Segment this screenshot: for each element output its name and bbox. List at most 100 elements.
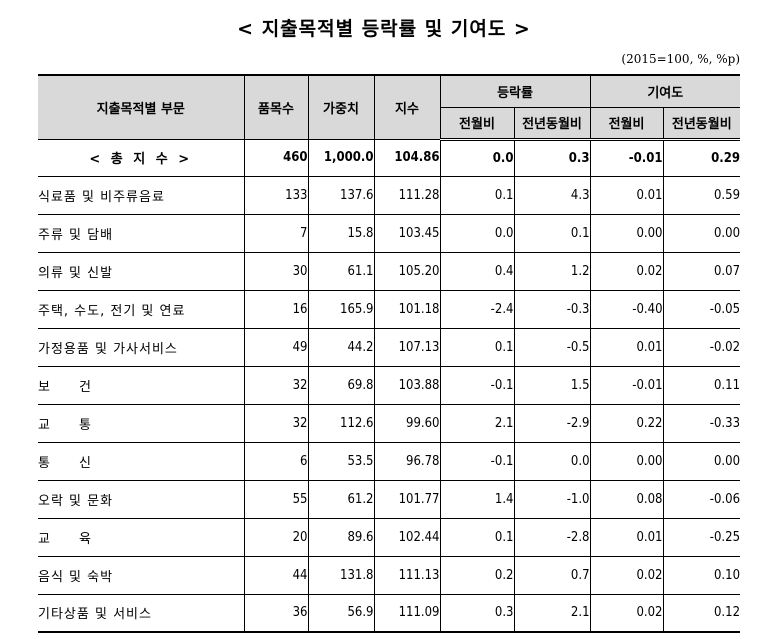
row-items: 55 [243, 479, 309, 519]
row-rate-mom: -0.1 [439, 365, 515, 405]
row-items: 16 [243, 289, 309, 329]
row-weight: 61.1 [307, 251, 375, 291]
row-rate-yoy: -2.9 [513, 403, 591, 443]
header-rate-mom: 전월비 [440, 106, 515, 141]
row-contrib-mom: 0.01 [589, 517, 664, 557]
row-items: 44 [243, 555, 309, 595]
row-index: 99.60 [373, 403, 441, 443]
row-index: 101.18 [373, 289, 441, 329]
table-row: 음식 및 숙박 44 131.8 111.13 0.2 0.7 0.02 0.1… [38, 555, 741, 595]
row-rate-yoy: 1.2 [513, 251, 591, 291]
row-label: 음식 및 숙박 [38, 555, 245, 595]
header-category: 지출목적별 부문 [38, 74, 245, 140]
row-rate-mom: 0.4 [439, 251, 515, 291]
row-weight: 15.8 [307, 213, 375, 253]
table-row: 가정용품 및 가사서비스 49 44.2 107.13 0.1 -0.5 0.0… [38, 327, 741, 367]
row-weight: 69.8 [307, 365, 375, 405]
unit-note: (2015=100, %, %p) [621, 52, 740, 66]
row-items: 32 [243, 365, 309, 405]
table-row: 주류 및 담배 7 15.8 103.45 0.0 0.1 0.00 0.00 [38, 213, 741, 253]
row-rate-yoy: 1.5 [513, 365, 591, 405]
row-index: 103.88 [373, 365, 441, 405]
table-row: 보 건 32 69.8 103.88 -0.1 1.5 -0.01 0.11 [38, 365, 741, 405]
total-label: < 총 지 수 > [38, 138, 245, 177]
row-contrib-yoy: 0.12 [662, 593, 741, 633]
row-weight: 89.6 [307, 517, 375, 557]
row-contrib-yoy: -0.02 [662, 327, 741, 367]
row-rate-yoy: -0.3 [513, 289, 591, 329]
row-contrib-mom: -0.40 [589, 289, 664, 329]
row-rate-yoy: 4.3 [513, 175, 591, 215]
header-contrib-mom: 전월비 [589, 106, 664, 141]
row-rate-yoy: -0.5 [513, 327, 591, 367]
row-items: 49 [243, 327, 309, 367]
row-index: 111.09 [373, 593, 441, 633]
row-items: 20 [243, 517, 309, 557]
row-contrib-yoy: 0.10 [662, 555, 741, 595]
header-row-top: 지출목적별 부문 품목수 가중치 지수 등락률 기여도 [38, 74, 741, 140]
row-weight: 56.9 [307, 593, 375, 633]
table-row: 주택, 수도, 전기 및 연료 16 165.9 101.18 -2.4 -0.… [38, 289, 741, 329]
row-weight: 165.9 [307, 289, 375, 329]
row-rate-mom: 0.1 [439, 517, 515, 557]
row-label: 의류 및 신발 [38, 251, 245, 291]
row-contrib-mom: 0.08 [589, 479, 664, 519]
table-row: 의류 및 신발 30 61.1 105.20 0.4 1.2 0.02 0.07 [38, 251, 741, 291]
row-label: 오락 및 문화 [38, 479, 245, 519]
row-index: 103.45 [373, 213, 441, 253]
row-contrib-mom: 0.00 [589, 213, 664, 253]
header-weight: 가중치 [307, 74, 375, 140]
row-label: 가정용품 및 가사서비스 [38, 327, 245, 367]
row-items: 30 [243, 251, 309, 291]
table-row: 식료품 및 비주류음료 133 137.6 111.28 0.1 4.3 0.0… [38, 175, 741, 215]
row-items: 6 [243, 441, 309, 481]
row-weight: 44.2 [307, 327, 375, 367]
total-weight: 1,000.0 [307, 138, 375, 177]
table-row: 교 통 32 112.6 99.60 2.1 -2.9 0.22 -0.33 [38, 403, 741, 443]
row-contrib-mom: 0.01 [589, 175, 664, 215]
row-contrib-yoy: 0.00 [662, 213, 741, 253]
header-contrib-yoy: 전년동월비 [662, 106, 741, 141]
row-items: 133 [243, 175, 309, 215]
row-label: 식료품 및 비주류음료 [38, 175, 245, 215]
row-contrib-mom: 0.02 [589, 555, 664, 595]
row-label: 교 통 [38, 403, 245, 443]
stats-table: 지출목적별 부문 품목수 가중치 지수 등락률 기여도 전월비 전년동월비 전월… [38, 74, 741, 633]
row-contrib-mom: 0.02 [589, 251, 664, 291]
row-index: 96.78 [373, 441, 441, 481]
row-contrib-yoy: -0.05 [662, 289, 741, 329]
row-index: 111.28 [373, 175, 441, 215]
header-row-sub: 전월비 전년동월비 전월비 전년동월비 [38, 106, 741, 141]
row-index: 101.77 [373, 479, 441, 519]
header-index: 지수 [373, 74, 441, 140]
table-row: 기타상품 및 서비스 36 56.9 111.09 0.3 2.1 0.02 0… [38, 593, 741, 633]
total-index: 104.86 [373, 138, 441, 177]
row-weight: 131.8 [307, 555, 375, 595]
row-index: 102.44 [373, 517, 441, 557]
row-weight: 53.5 [307, 441, 375, 481]
page-title: < 지출목적별 등락률 및 기여도 > [237, 18, 531, 40]
row-rate-mom: 0.0 [439, 213, 515, 253]
row-label: 주류 및 담배 [38, 213, 245, 253]
row-rate-yoy: -1.0 [513, 479, 591, 519]
row-contrib-yoy: -0.33 [662, 403, 741, 443]
row-contrib-mom: 0.02 [589, 593, 664, 633]
row-contrib-mom: 0.01 [589, 327, 664, 367]
row-contrib-yoy: 0.07 [662, 251, 741, 291]
row-label: 통 신 [38, 441, 245, 481]
row-label: 보 건 [38, 365, 245, 405]
row-rate-mom: 0.1 [439, 175, 515, 215]
header-contribution: 기여도 [589, 74, 741, 108]
row-contrib-yoy: 0.59 [662, 175, 741, 215]
row-weight: 61.2 [307, 479, 375, 519]
row-weight: 137.6 [307, 175, 375, 215]
total-rate-yoy: 0.3 [513, 138, 591, 177]
row-contrib-mom: 0.22 [589, 403, 664, 443]
table-row: 교 육 20 89.6 102.44 0.1 -2.8 0.01 -0.25 [38, 517, 741, 557]
row-rate-mom: 0.1 [439, 327, 515, 367]
header-items: 품목수 [243, 74, 309, 140]
row-rate-yoy: 0.0 [513, 441, 591, 481]
total-contrib-yoy: 0.29 [662, 138, 741, 177]
row-rate-mom: 0.2 [439, 555, 515, 595]
row-contrib-mom: 0.00 [589, 441, 664, 481]
